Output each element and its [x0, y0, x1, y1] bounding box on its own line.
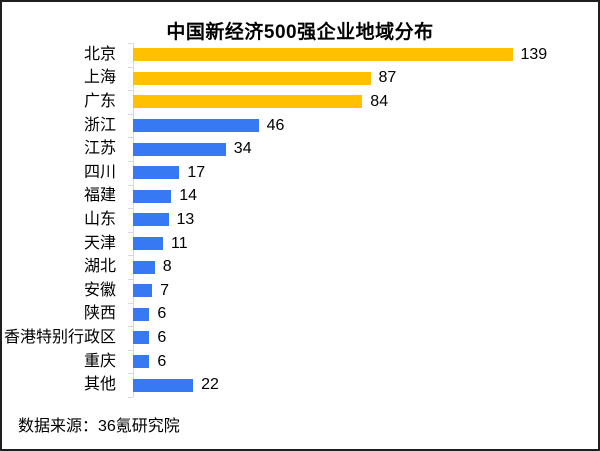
bar-row: 四川 17: [2, 161, 598, 185]
bar: [133, 260, 155, 274]
value-label: 11: [171, 234, 188, 252]
category-label: 山东: [83, 210, 116, 228]
value-label: 8: [162, 258, 172, 276]
bar-rows: 北京 139 上海 87 广东 84 浙江 46 江苏 34 四川 17 福建 14 山东 13 天津 11 湖北 8…: [2, 43, 598, 397]
value-label: 6: [157, 352, 167, 370]
bar-row: 其他 22: [2, 373, 598, 397]
value-label: 87: [378, 69, 397, 87]
bar: [133, 307, 150, 321]
axis-tick: [128, 137, 133, 139]
axis-tick: [128, 397, 133, 398]
value-label: 13: [176, 210, 195, 228]
bar-row: 湖北 8: [2, 255, 598, 279]
value-label: 6: [157, 305, 167, 323]
plot-area: 北京 139 上海 87 广东 84 浙江 46 江苏 34 四川 17 福建 14 山东 13 天津 11 湖北 8…: [2, 43, 598, 398]
category-label: 北京: [83, 45, 116, 63]
category-label: 安徽: [83, 281, 116, 299]
axis-tick: [128, 208, 133, 210]
value-label: 7: [160, 281, 169, 299]
category-label: 香港特别行政区: [3, 328, 116, 346]
axis-tick: [128, 349, 133, 351]
bar: [133, 378, 194, 392]
axis-tick: [128, 43, 133, 44]
value-label: 139: [520, 45, 548, 63]
bar-row: 福建 14: [2, 185, 598, 209]
value-label: 6: [157, 328, 167, 346]
bar: [133, 237, 163, 251]
bar: [133, 142, 226, 156]
axis-tick: [128, 90, 133, 92]
bar: [133, 284, 153, 298]
category-label: 其他: [83, 376, 116, 394]
category-label: 湖北: [83, 258, 116, 276]
bar-row: 重庆 6: [2, 350, 598, 374]
bar-row: 江苏 34: [2, 137, 598, 161]
value-label: 34: [233, 140, 252, 158]
axis-tick: [128, 255, 133, 257]
bar-row: 北京 139: [2, 43, 598, 67]
category-label: 上海: [83, 69, 116, 87]
value-label: 14: [179, 187, 197, 205]
bar: [133, 166, 180, 180]
axis-tick: [128, 302, 133, 304]
axis-tick: [128, 161, 133, 162]
value-label: 22: [201, 376, 219, 394]
bar: [133, 213, 169, 227]
bar-row: 广东 84: [2, 90, 598, 114]
bar: [133, 189, 172, 203]
category-label: 四川: [83, 163, 116, 181]
axis-tick: [128, 184, 133, 186]
axis-tick: [128, 231, 133, 233]
bar-row: 香港特别行政区 6: [2, 326, 598, 350]
bar-row: 上海 87: [2, 67, 598, 91]
bar-row: 山东 13: [2, 208, 598, 232]
value-label: 17: [187, 163, 206, 181]
category-label: 重庆: [83, 352, 116, 370]
bar: [133, 119, 259, 133]
category-label: 广东: [83, 92, 116, 110]
bar: [133, 71, 371, 85]
bar-row: 陕西 6: [2, 303, 598, 327]
axis-tick: [128, 66, 133, 68]
category-label: 天津: [83, 234, 116, 252]
bar-row: 安徽 7: [2, 279, 598, 303]
axis-tick: [128, 373, 133, 375]
bar: [133, 95, 363, 109]
category-label: 陕西: [83, 305, 116, 323]
bar: [133, 355, 150, 369]
category-label: 福建: [83, 187, 116, 205]
category-label: 浙江: [83, 116, 116, 134]
data-source-note: 数据来源：36氪研究院: [18, 418, 180, 435]
value-label: 46: [266, 116, 285, 134]
chart-title: 中国新经济500强企业地域分布: [166, 22, 434, 43]
category-label: 江苏: [83, 140, 116, 158]
axis-tick: [128, 279, 133, 280]
axis-tick: [128, 113, 133, 115]
bar: [133, 48, 513, 62]
bar-row: 天津 11: [2, 232, 598, 256]
bar: [133, 331, 150, 345]
value-label: 84: [370, 92, 389, 110]
bar-row: 浙江 46: [2, 114, 598, 138]
axis-tick: [128, 326, 133, 328]
